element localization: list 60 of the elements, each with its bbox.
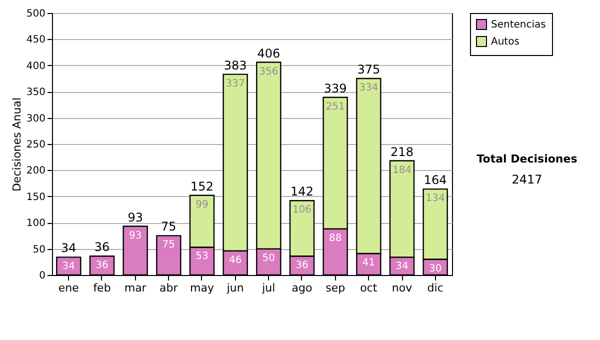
data-label: 184 [392, 164, 412, 176]
x-tick-label: feb [93, 282, 111, 294]
data-label: 30 [428, 263, 442, 274]
total-label: 375 [357, 62, 380, 76]
y-tick-label: 100 [26, 218, 46, 230]
total-label: 36 [94, 240, 110, 254]
data-label: 34 [62, 261, 76, 272]
legend-label: Sentencias [491, 20, 546, 30]
data-label: 93 [128, 230, 142, 242]
total-label: 218 [390, 144, 414, 159]
y-tick-label: 50 [32, 244, 46, 256]
x-tick-label: jul [261, 282, 276, 294]
y-tick-label: 500 [26, 8, 46, 20]
data-label: 88 [328, 232, 342, 244]
total-label: 93 [128, 210, 143, 224]
data-label: 337 [226, 78, 245, 90]
x-tick-label: ago [292, 282, 312, 294]
total-label: 75 [161, 220, 176, 234]
y-tick-label: 200 [26, 166, 46, 177]
x-tick-label: oct [360, 282, 378, 294]
data-label: 36 [96, 260, 108, 272]
x-tick-label: dic [427, 282, 444, 294]
data-label: 36 [296, 260, 308, 272]
total-label: 142 [290, 184, 314, 199]
data-label: 356 [259, 66, 278, 78]
data-label: 334 [359, 82, 378, 94]
x-tick-label: jun [226, 282, 244, 294]
legend-label: Autos [491, 36, 520, 48]
y-tick-label: 300 [26, 113, 46, 124]
data-label: 106 [292, 204, 312, 216]
data-label: 46 [228, 254, 242, 266]
data-label: 34 [396, 261, 408, 272]
total-label: 34 [61, 241, 76, 256]
x-tick-label: mar [124, 282, 147, 294]
y-tick-label: 350 [26, 87, 46, 98]
y-tick-label: 0 [39, 270, 46, 282]
data-label: 41 [362, 258, 376, 269]
total-label: 383 [224, 58, 247, 72]
y-tick-label: 400 [26, 60, 46, 72]
x-tick-label: may [190, 282, 214, 294]
y-tick-label: 150 [26, 192, 46, 203]
total-label: 152 [190, 179, 214, 194]
y-tick-label: 450 [26, 34, 46, 46]
y-tick-label: 250 [26, 140, 46, 150]
data-label: 134 [426, 193, 445, 204]
x-tick-label: ene [58, 282, 80, 294]
data-label: 75 [162, 240, 176, 251]
x-tick-label: nov [392, 282, 413, 294]
x-tick-label: sep [326, 282, 346, 294]
total-label: 164 [424, 173, 447, 188]
total-label: 406 [257, 46, 280, 60]
data-label: 53 [196, 251, 208, 262]
text: 2417 [512, 172, 542, 187]
data-label: 99 [196, 199, 208, 210]
y-axis-title: Decisiones Anual [10, 97, 24, 192]
x-tick-label: abr [160, 282, 178, 294]
data-label: 50 [262, 252, 276, 264]
total-label: 339 [324, 81, 347, 96]
data-label: 251 [326, 101, 345, 112]
text: Total Decisiones [476, 152, 578, 166]
